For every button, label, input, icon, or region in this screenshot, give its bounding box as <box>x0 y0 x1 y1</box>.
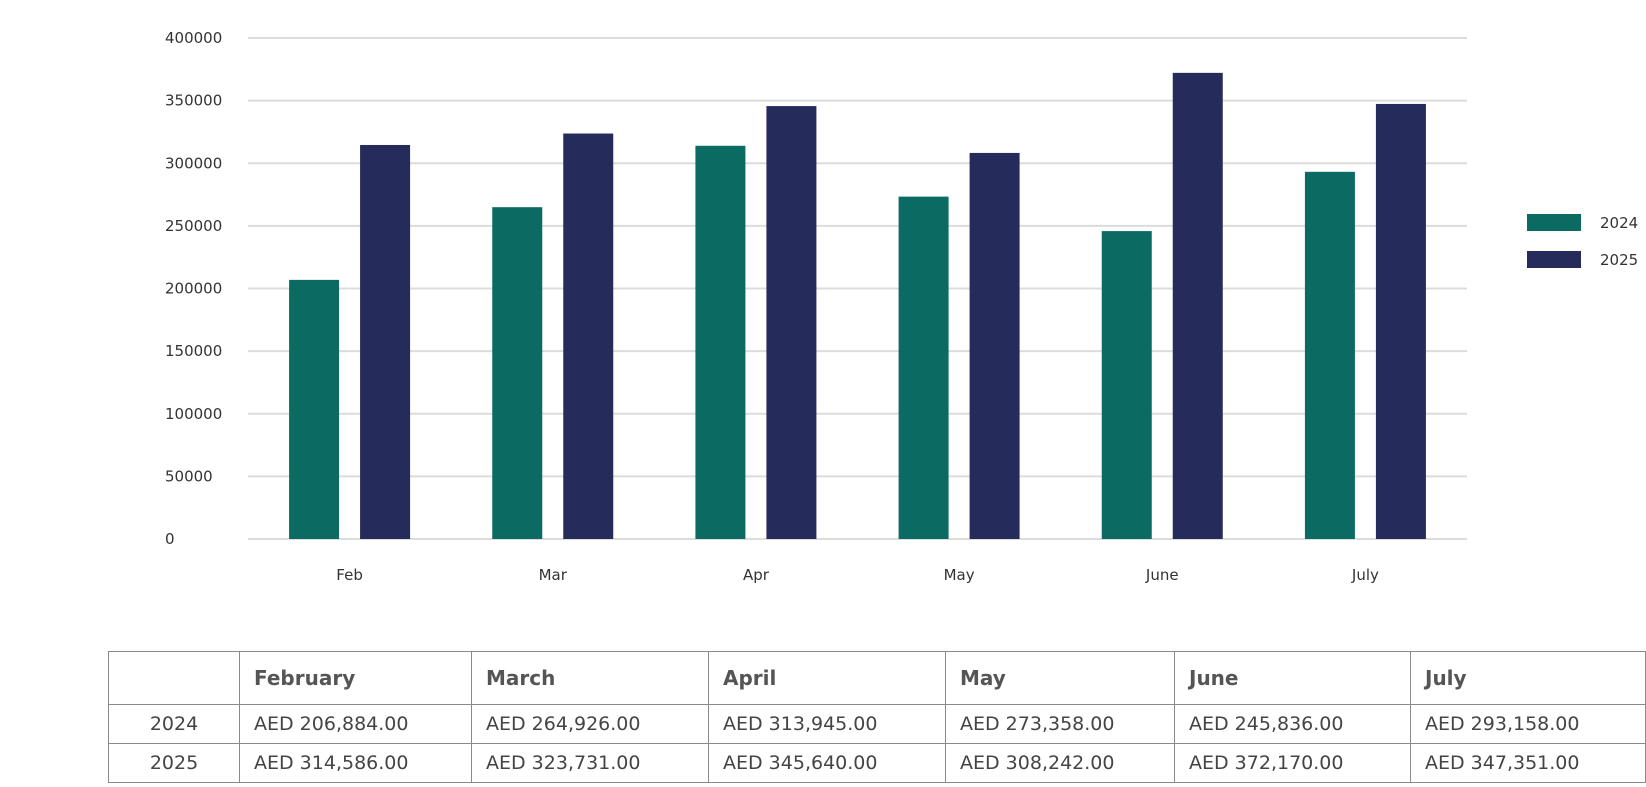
bar-2024-july <box>1304 171 1355 539</box>
table-header-cell: June <box>1174 651 1411 705</box>
y-tick-label: 350000 <box>165 92 222 110</box>
bar-2025-mar <box>563 133 614 539</box>
x-tick-label: Feb <box>336 566 363 584</box>
x-tick-label: Apr <box>743 566 770 584</box>
legend-label-2025: 2025 <box>1600 251 1638 269</box>
bar-2025-may <box>969 152 1020 540</box>
y-tick-label: 100000 <box>165 405 222 423</box>
table-cell: AED 372,170.00 <box>1174 743 1411 783</box>
row-year-label: 2024 <box>108 704 240 744</box>
table-header-cell: March <box>471 651 709 705</box>
table-header-cell: July <box>1410 651 1646 705</box>
bar-chart: 0 50000 100000 150000 200000 250000 300000 3500… <box>165 29 1638 584</box>
x-tick-label: Mar <box>539 566 568 584</box>
data-table: February March April May June July 2024 … <box>108 651 1646 783</box>
table-cell: AED 347,351.00 <box>1410 743 1646 783</box>
table-cell: AED 293,158.00 <box>1410 704 1646 744</box>
table-header-cell: May <box>945 651 1175 705</box>
x-tick-label: June <box>1145 566 1179 584</box>
bar-2025-july <box>1375 103 1426 539</box>
table-row: 2025 AED 314,586.00 AED 323,731.00 AED 3… <box>108 743 1646 783</box>
table-row: 2024 AED 206,884.00 AED 264,926.00 AED 3… <box>108 704 1646 744</box>
legend-swatch-2024 <box>1527 214 1581 231</box>
legend-label-2024: 2024 <box>1600 214 1638 232</box>
table-header-row: February March April May June July <box>108 651 1646 705</box>
y-tick-label: 0 <box>165 530 175 548</box>
bar-2024-june <box>1101 231 1152 540</box>
table-cell: AED 323,731.00 <box>471 743 709 783</box>
bar-2024-apr <box>695 145 746 540</box>
y-tick-label: 400000 <box>165 29 222 47</box>
table-header-cell: February <box>239 651 472 705</box>
y-tick-label: 200000 <box>165 280 222 298</box>
bar-2024-mar <box>492 207 543 540</box>
y-tick-label: 50000 <box>165 467 213 485</box>
row-year-label: 2025 <box>108 743 240 783</box>
y-tick-label: 300000 <box>165 154 222 172</box>
y-tick-label: 250000 <box>165 217 222 235</box>
bar-2024-feb <box>289 279 340 539</box>
x-tick-label: July <box>1351 566 1379 584</box>
table-cell: AED 308,242.00 <box>945 743 1175 783</box>
bar-2025-feb <box>360 144 411 540</box>
legend-swatch-2025 <box>1527 251 1581 268</box>
table-header-cell: April <box>708 651 946 705</box>
table-cell: AED 245,836.00 <box>1174 704 1411 744</box>
bar-2025-apr <box>766 106 817 539</box>
table-cell: AED 206,884.00 <box>239 704 472 744</box>
table-header-blank <box>108 651 240 705</box>
table-cell: AED 314,586.00 <box>239 743 472 783</box>
table-cell: AED 273,358.00 <box>945 704 1175 744</box>
table-cell: AED 345,640.00 <box>708 743 946 783</box>
x-tick-label: May <box>944 566 975 584</box>
y-tick-label: 150000 <box>165 342 222 360</box>
bar-2024-may <box>898 196 949 539</box>
table-cell: AED 313,945.00 <box>708 704 946 744</box>
bar-2025-june <box>1172 72 1223 539</box>
table-cell: AED 264,926.00 <box>471 704 709 744</box>
